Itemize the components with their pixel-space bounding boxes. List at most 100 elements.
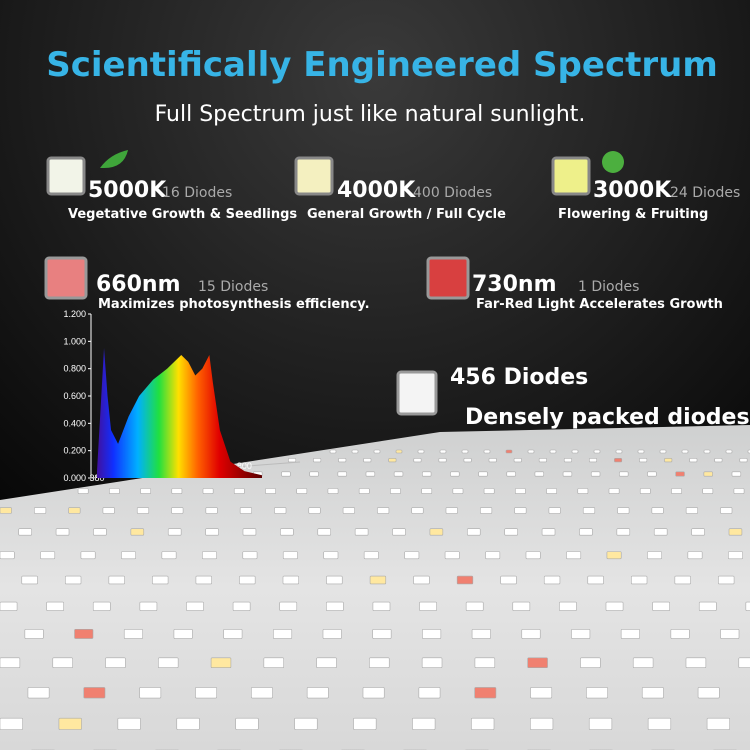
diode [687, 551, 703, 560]
diode [337, 471, 347, 477]
diode [353, 717, 377, 730]
diode [205, 507, 218, 514]
diode [685, 657, 707, 669]
diode [504, 528, 518, 536]
diode [632, 657, 654, 669]
diode [513, 457, 522, 463]
diode [223, 628, 243, 639]
diode [358, 488, 370, 494]
diode [563, 457, 572, 463]
diode [351, 449, 359, 454]
diode [588, 717, 613, 730]
diode [139, 687, 162, 699]
diode [52, 657, 73, 669]
diode [354, 528, 369, 536]
diode [55, 528, 70, 536]
diode [421, 488, 433, 494]
y-tick-label: 1.200 [63, 309, 86, 319]
diode [140, 488, 151, 494]
diode [639, 488, 651, 494]
diode [279, 601, 298, 611]
diode [83, 687, 106, 699]
diode [77, 488, 89, 494]
spectrum-chart: 0.0000.2000.4000.6000.8001.0001.20038050… [63, 309, 301, 483]
diode [313, 457, 322, 463]
diode [105, 657, 126, 669]
diode [461, 449, 469, 454]
diode [512, 601, 531, 611]
y-tick-label: 0.600 [63, 391, 86, 401]
diode [548, 507, 561, 514]
diode [670, 628, 690, 639]
diode-icon [426, 256, 470, 300]
diode [265, 488, 276, 494]
total-description: Densely packed diodes [465, 405, 750, 430]
diode [685, 507, 698, 514]
diode [395, 449, 403, 454]
diode [0, 601, 18, 611]
diode [202, 551, 217, 560]
feature-description: General Growth / Full Cycle [307, 207, 506, 222]
diode [590, 471, 601, 477]
diode [109, 488, 120, 494]
diode [703, 449, 711, 454]
diode [0, 657, 21, 669]
diode [614, 457, 623, 463]
diode [161, 551, 177, 560]
diode [480, 507, 493, 514]
diode [720, 628, 740, 639]
feature-label: 730nm [472, 272, 557, 297]
diode [362, 687, 385, 699]
diode-icon [551, 156, 591, 196]
diode [281, 471, 291, 477]
diode [323, 551, 339, 560]
total-label: 456 Diodes [450, 365, 588, 390]
diode [541, 528, 556, 536]
diode [239, 575, 256, 585]
diode [40, 551, 56, 560]
diode [429, 528, 444, 536]
diode [438, 457, 447, 463]
diode [326, 575, 343, 585]
diode [171, 488, 183, 494]
diode [18, 528, 32, 536]
diode [546, 488, 557, 494]
diode [527, 657, 548, 669]
diode-icon [396, 370, 438, 416]
diode [471, 717, 495, 730]
diode [733, 488, 745, 494]
diode [659, 449, 667, 454]
diode [728, 528, 743, 536]
diode [390, 488, 401, 494]
diode [664, 457, 673, 463]
diode [372, 601, 391, 611]
diode [136, 507, 150, 514]
diode [121, 551, 136, 560]
diode [139, 601, 158, 611]
diode [422, 471, 432, 477]
diode [728, 551, 743, 560]
diode [606, 551, 622, 560]
diode [697, 687, 720, 699]
diode [242, 551, 258, 560]
diode [483, 449, 491, 454]
diode [232, 601, 251, 611]
diode [671, 488, 682, 494]
diode [173, 628, 193, 639]
apple-icon [602, 151, 624, 173]
diode [417, 449, 425, 454]
diode [167, 528, 182, 536]
diode [123, 628, 143, 639]
diode [235, 717, 259, 730]
subtitle: Full Spectrum just like natural sunlight… [155, 102, 586, 127]
diode [559, 601, 577, 611]
diode [419, 601, 437, 611]
diode [653, 528, 668, 536]
diode [80, 551, 96, 560]
diode [263, 657, 284, 669]
diode [294, 717, 318, 730]
diode [316, 657, 337, 669]
diode [0, 507, 12, 514]
diode [483, 488, 495, 494]
diode [308, 507, 321, 514]
